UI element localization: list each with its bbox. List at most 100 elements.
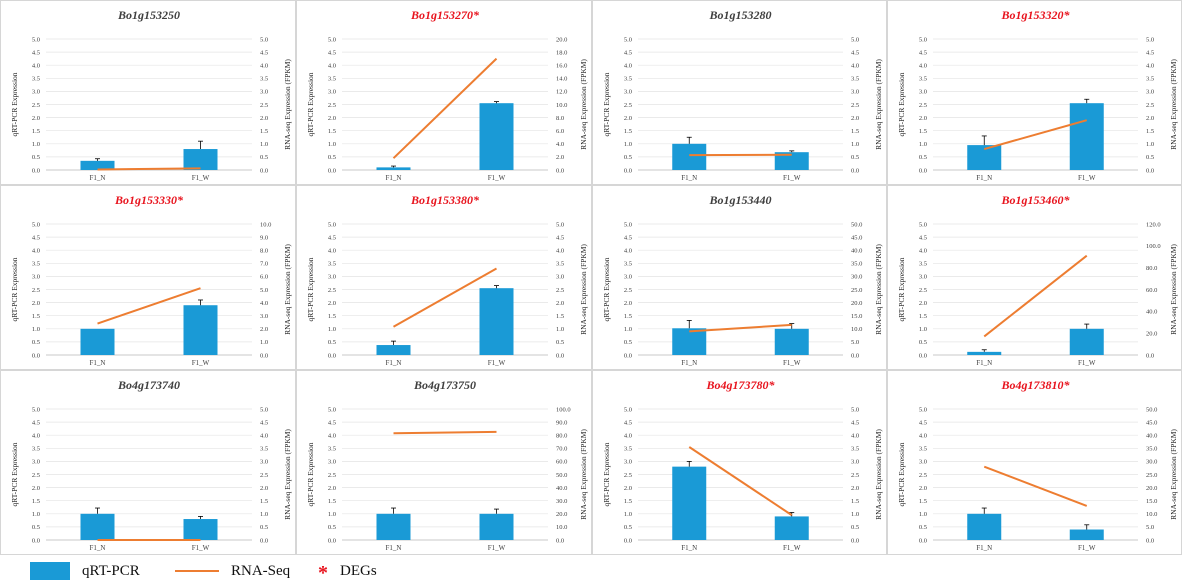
- chart-svg: Bo4g173750 0.0 0.5 1.0 1.5 2.0 2.5 3.0 3.5 4.0 4.5…: [306, 378, 588, 552]
- y-tick-label: 4.0: [32, 63, 40, 70]
- bar: [183, 149, 218, 170]
- chart-title: Bo1g153380*: [410, 193, 480, 207]
- y2-tick-label: 10.0: [556, 524, 567, 531]
- y-tick-label: 5.0: [32, 36, 40, 43]
- y-tick-label: 4.5: [32, 419, 40, 426]
- legend: qRT-PCR RNA-Seq * DEGs: [0, 555, 1182, 585]
- chart-panel: Bo1g153440 0.0 0.5 1.0 1.5 2.0 2.5 3.0 3.5 4.0 4.5…: [592, 185, 887, 370]
- chart-svg: Bo1g153460* 0.0 0.5 1.0 1.5 2.0 2.5 3.0 3.5 4.0 4.…: [897, 193, 1178, 367]
- y-tick-label: 2.5: [919, 287, 927, 294]
- y2-tick-label: 4.5: [260, 49, 268, 56]
- y2-tick-label: 40.0: [1146, 309, 1157, 316]
- y-tick-label: 2.0: [919, 300, 927, 307]
- y-tick-label: 2.0: [328, 485, 336, 492]
- y-tick-label: 1.5: [32, 128, 40, 135]
- y2-axis-label: RNA-seq Expression (FPKM): [1169, 244, 1178, 335]
- y2-tick-label: 50.0: [1146, 406, 1157, 413]
- chart-panel: Bo1g153250 0.0 0.5 1.0 1.5 2.0 2.5 3.0 3.5 4.0 4.5…: [0, 0, 296, 185]
- y2-tick-label: 4.0: [851, 63, 859, 70]
- bar: [376, 167, 411, 170]
- y2-tick-label: 5.0: [1146, 524, 1154, 531]
- y2-tick-label: 4.0: [260, 63, 268, 70]
- y2-tick-label: 5.0: [851, 339, 859, 346]
- y-tick-label: 1.5: [919, 313, 927, 320]
- y-tick-label: 4.0: [919, 248, 927, 255]
- bar: [80, 160, 115, 170]
- y-tick-label: 1.0: [919, 326, 927, 333]
- y-tick-label: 4.0: [624, 63, 632, 70]
- y-tick-label: 0.0: [328, 537, 336, 544]
- y2-tick-label: 0.5: [260, 524, 268, 531]
- x-tick-label: F1_N: [90, 174, 106, 182]
- y-tick-label: 2.5: [328, 287, 336, 294]
- chart-title: Bo4g173740: [117, 378, 180, 392]
- x-tick-label: F1_W: [192, 174, 210, 182]
- chart-panel: Bo1g153280 0.0 0.5 1.0 1.5 2.0 2.5 3.0 3.5 4.0 4.5…: [592, 0, 887, 185]
- y-tick-label: 2.5: [919, 102, 927, 109]
- y2-tick-label: 4.0: [556, 248, 564, 255]
- y2-tick-label: 5.0: [260, 36, 268, 43]
- legend-item-qrt-pcr: qRT-PCR: [30, 561, 140, 581]
- y-tick-label: 4.5: [32, 234, 40, 241]
- y2-tick-label: 0.0: [1146, 537, 1154, 544]
- y2-axis-label: RNA-seq Expression (FPKM): [579, 429, 588, 520]
- y2-tick-label: 0.0: [851, 537, 859, 544]
- legend-label-degs: DEGs: [340, 562, 377, 579]
- y-tick-label: 2.0: [32, 300, 40, 307]
- y-axis-label: qRT-PCR Expression: [306, 257, 315, 321]
- y2-tick-label: 3.0: [260, 89, 268, 96]
- y2-tick-label: 25.0: [851, 287, 862, 294]
- y-tick-label: 3.0: [919, 459, 927, 466]
- y-tick-label: 1.0: [624, 141, 632, 148]
- y-tick-label: 3.0: [624, 274, 632, 281]
- legend-bar-swatch: [30, 562, 70, 580]
- y-tick-label: 2.0: [919, 485, 927, 492]
- y2-tick-label: 2.0: [260, 326, 268, 333]
- y-tick-label: 3.0: [328, 89, 336, 96]
- y2-tick-label: 0.0: [556, 167, 564, 174]
- y2-tick-label: 5.0: [1146, 36, 1154, 43]
- y2-tick-label: 1.5: [556, 313, 564, 320]
- bar: [80, 513, 115, 540]
- y-tick-label: 1.5: [624, 128, 632, 135]
- y-tick-label: 3.0: [32, 274, 40, 281]
- y2-tick-label: 2.0: [556, 300, 564, 307]
- x-tick-label: F1_N: [386, 544, 402, 552]
- y2-tick-label: 0.0: [260, 537, 268, 544]
- y2-tick-label: 10.0: [260, 221, 271, 228]
- chart-panel: Bo1g153330* 0.0 0.5 1.0 1.5 2.0 2.5 3.0 3.5 4.0 4.…: [0, 185, 296, 370]
- y2-tick-label: 2.0: [260, 485, 268, 492]
- y2-tick-label: 0.5: [851, 524, 859, 531]
- y2-tick-label: 1.5: [851, 498, 859, 505]
- chart-title: Bo4g173780*: [705, 378, 775, 392]
- chart-title: Bo4g173810*: [1000, 378, 1070, 392]
- bar: [1069, 328, 1104, 355]
- chart-title: Bo1g153270*: [410, 8, 480, 22]
- x-tick-label: F1_W: [1078, 544, 1096, 552]
- rna-seq-line: [983, 119, 1088, 151]
- y-tick-label: 5.0: [328, 36, 336, 43]
- y-tick-label: 3.0: [919, 89, 927, 96]
- y2-tick-label: 1.5: [260, 498, 268, 505]
- y2-tick-label: 100.0: [1146, 243, 1161, 250]
- y-tick-label: 3.5: [919, 446, 927, 453]
- rna-seq-line: [689, 323, 792, 333]
- y2-tick-label: 1.0: [1146, 141, 1154, 148]
- rna-seq-line: [983, 254, 1088, 338]
- y2-tick-label: 2.5: [260, 102, 268, 109]
- y2-tick-label: 0.5: [260, 154, 268, 161]
- y2-tick-label: 1.5: [851, 128, 859, 135]
- y-tick-label: 0.5: [32, 524, 40, 531]
- x-tick-label: F1_N: [386, 359, 402, 367]
- y2-tick-label: 2.5: [1146, 102, 1154, 109]
- y-tick-label: 3.5: [624, 446, 632, 453]
- chart-svg: Bo4g173810* 0.0 0.5 1.0 1.5 2.0 2.5 3.0 3.5 4.0 4.…: [897, 378, 1178, 552]
- y-tick-label: 2.5: [32, 472, 40, 479]
- y2-tick-label: 18.0: [556, 49, 567, 56]
- y-tick-label: 5.0: [919, 221, 927, 228]
- bar: [183, 305, 218, 355]
- y2-tick-label: 80.0: [1146, 265, 1157, 272]
- x-tick-label: F1_N: [386, 174, 402, 182]
- y2-tick-label: 2.5: [851, 472, 859, 479]
- y-tick-label: 4.0: [328, 248, 336, 255]
